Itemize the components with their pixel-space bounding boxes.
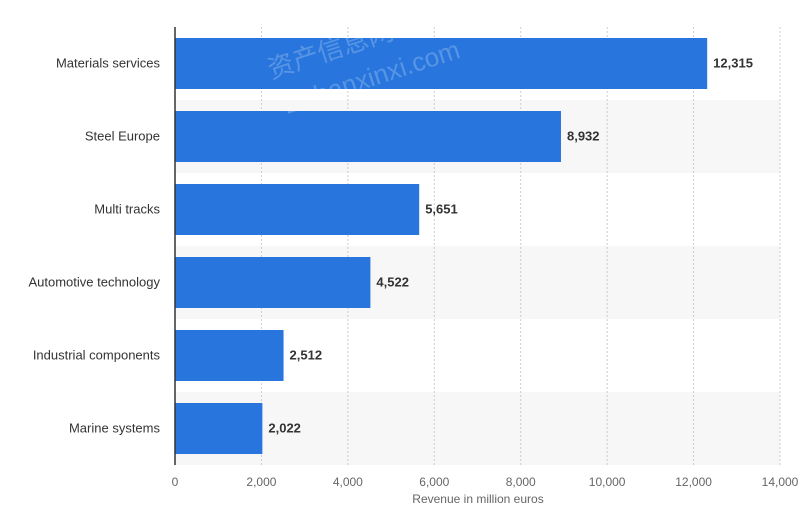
x-tick-labels: 0 2,000 4,000 6,000 8,000 10,000 12,000 14,000	[172, 475, 799, 489]
category-label: Multi tracks	[94, 202, 160, 217]
x-tick-label: 10,000	[589, 475, 626, 489]
value-label: 2,022	[268, 421, 301, 436]
value-label: 8,932	[567, 129, 600, 144]
x-tick-label: 2,000	[246, 475, 276, 489]
bar	[175, 184, 420, 235]
x-axis-title: Revenue in million euros	[412, 492, 543, 506]
gridlines	[260, 27, 781, 465]
bar	[175, 111, 561, 162]
value-label: 2,512	[290, 348, 323, 363]
category-label: Automotive technology	[28, 275, 160, 290]
bars	[175, 38, 708, 454]
row-band	[175, 392, 780, 465]
x-tick-label: 8,000	[506, 475, 536, 489]
x-tick-label: 12,000	[675, 475, 712, 489]
bar	[175, 403, 263, 454]
value-label: 4,522	[376, 275, 409, 290]
x-tick-label: 6,000	[419, 475, 449, 489]
value-labels: 12,315 8,932 5,651 4,522 2,512 2,022	[268, 56, 753, 436]
category-label: Steel Europe	[85, 129, 160, 144]
bar	[175, 38, 708, 89]
x-tick-label: 14,000	[762, 475, 799, 489]
category-label: Materials services	[56, 56, 161, 71]
bar	[175, 330, 284, 381]
value-label: 12,315	[713, 56, 753, 71]
x-tick-label: 0	[172, 475, 179, 489]
x-tick-label: 4,000	[333, 475, 363, 489]
category-labels: Materials services Steel Europe Multi trac…	[28, 56, 160, 436]
value-label: 5,651	[425, 202, 458, 217]
category-label: Industrial components	[33, 348, 161, 363]
bar	[175, 257, 371, 308]
category-label: Marine systems	[69, 421, 161, 436]
